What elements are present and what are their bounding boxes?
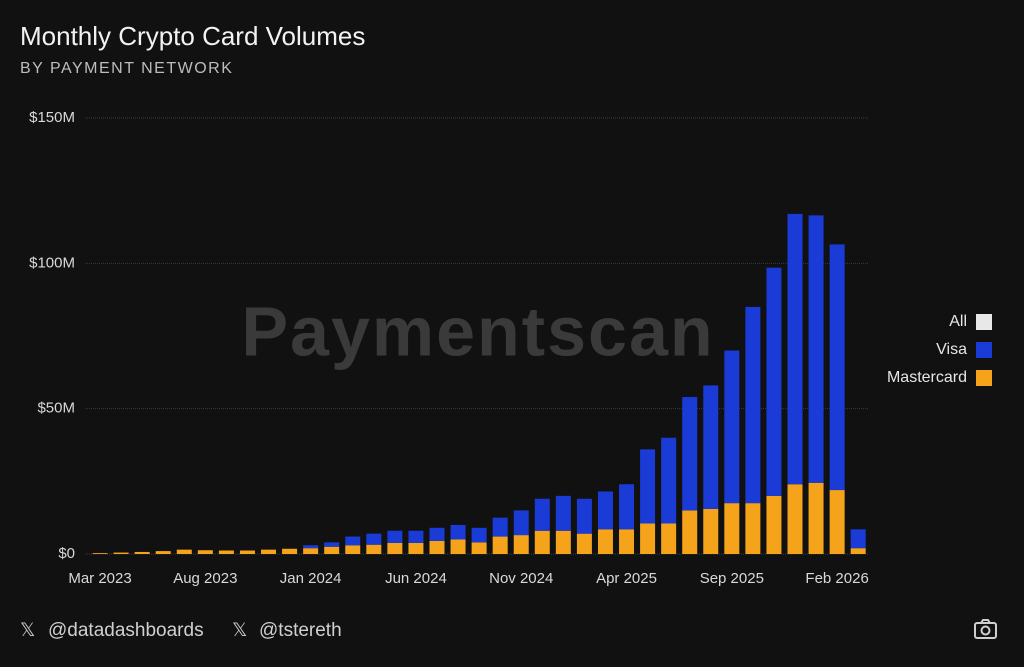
- bar-segment: [766, 495, 782, 554]
- bar-segment: [492, 536, 508, 554]
- bar-segment: [155, 551, 171, 554]
- bar-segment: [619, 484, 635, 530]
- bar-segment: [471, 527, 487, 543]
- bar-segment: [555, 530, 571, 554]
- x-tick-label: Mar 2023: [68, 570, 131, 587]
- bar-segment: [324, 542, 340, 547]
- bar-segment: [450, 524, 466, 540]
- bar-segment: [408, 530, 424, 543]
- y-tick-label: $150M: [29, 109, 75, 126]
- chart-subtitle: BY PAYMENT NETWORK: [20, 60, 233, 77]
- legend-label: Visa: [936, 341, 967, 358]
- bar-segment: [387, 530, 403, 543]
- bar-segment: [324, 546, 340, 554]
- y-tick-label: $0: [58, 545, 75, 562]
- bar-segment: [850, 529, 866, 549]
- footer-handle[interactable]: @tstereth: [259, 620, 342, 641]
- bar-segment: [576, 498, 592, 534]
- bar-segment: [450, 539, 466, 554]
- bar-segment: [303, 545, 319, 549]
- bar-segment: [829, 490, 845, 554]
- legend-label: Mastercard: [887, 369, 967, 386]
- bar-segment: [597, 491, 613, 530]
- bar-segment: [261, 549, 277, 554]
- legend-swatch[interactable]: [976, 370, 992, 386]
- x-logo: 𝕏: [232, 620, 247, 641]
- bar-segment: [282, 548, 298, 554]
- bar-segment: [134, 551, 150, 554]
- bar-segment: [345, 536, 361, 546]
- bar-segment: [387, 542, 403, 554]
- bar-segment: [766, 267, 782, 496]
- bar-segment: [661, 523, 677, 554]
- bar-segment: [619, 529, 635, 554]
- bar-segment: [366, 544, 382, 554]
- bar-segment: [513, 510, 529, 536]
- bar-segment: [534, 498, 550, 531]
- y-tick-label: $100M: [29, 254, 75, 271]
- x-tick-label: Feb 2026: [805, 570, 868, 587]
- x-tick-label: Aug 2023: [173, 570, 237, 587]
- x-tick-label: Jun 2024: [385, 570, 447, 587]
- bar-segment: [366, 533, 382, 545]
- bar-segment: [345, 545, 361, 554]
- bar-segment: [682, 510, 698, 554]
- bar-segment: [471, 542, 487, 554]
- bar-segment: [92, 553, 108, 554]
- bar-segment: [597, 529, 613, 554]
- bar-segment: [829, 244, 845, 491]
- bar-segment: [724, 503, 740, 554]
- bar-segment: [787, 484, 803, 554]
- bar-segment: [429, 540, 445, 554]
- bar-segment: [239, 550, 255, 554]
- bar-segment: [555, 495, 571, 531]
- bar-segment: [176, 549, 192, 554]
- bar-segment: [197, 550, 213, 554]
- bar-segment: [303, 548, 319, 554]
- camera-icon[interactable]: [974, 619, 997, 639]
- bar-segment: [513, 535, 529, 554]
- bar-segment: [745, 306, 761, 504]
- bar-segment: [576, 533, 592, 554]
- y-tick-label: $50M: [37, 400, 75, 417]
- bar-segment: [808, 482, 824, 554]
- x-logo: 𝕏: [20, 620, 35, 641]
- bar-segment: [429, 527, 445, 541]
- x-tick-label: Sep 2025: [700, 570, 764, 587]
- bar-segment: [724, 350, 740, 504]
- x-tick-label: Jan 2024: [280, 570, 342, 587]
- x-tick-label: Nov 2024: [489, 570, 553, 587]
- legend-swatch[interactable]: [976, 314, 992, 330]
- footer-handle[interactable]: @datadashboards: [48, 620, 204, 641]
- chart-title: Monthly Crypto Card Volumes: [20, 21, 365, 51]
- bar-segment: [808, 215, 824, 483]
- x-tick-label: Apr 2025: [596, 570, 657, 587]
- bar-segment: [218, 550, 234, 554]
- bar-segment: [113, 552, 129, 554]
- watermark: Paymentscan: [241, 292, 714, 370]
- bar-segment: [492, 517, 508, 537]
- legend-label: All: [949, 313, 967, 330]
- bar-segment: [745, 503, 761, 554]
- bar-segment: [703, 508, 719, 554]
- bar-segment: [787, 213, 803, 485]
- bar-segment: [640, 523, 656, 554]
- bar-segment: [640, 449, 656, 524]
- bar-segment: [661, 437, 677, 524]
- legend-swatch[interactable]: [976, 342, 992, 358]
- bar-segment: [408, 542, 424, 554]
- bar-segment: [682, 397, 698, 511]
- bar-segment: [850, 548, 866, 554]
- bar-segment: [703, 385, 719, 509]
- bar-segment: [534, 530, 550, 554]
